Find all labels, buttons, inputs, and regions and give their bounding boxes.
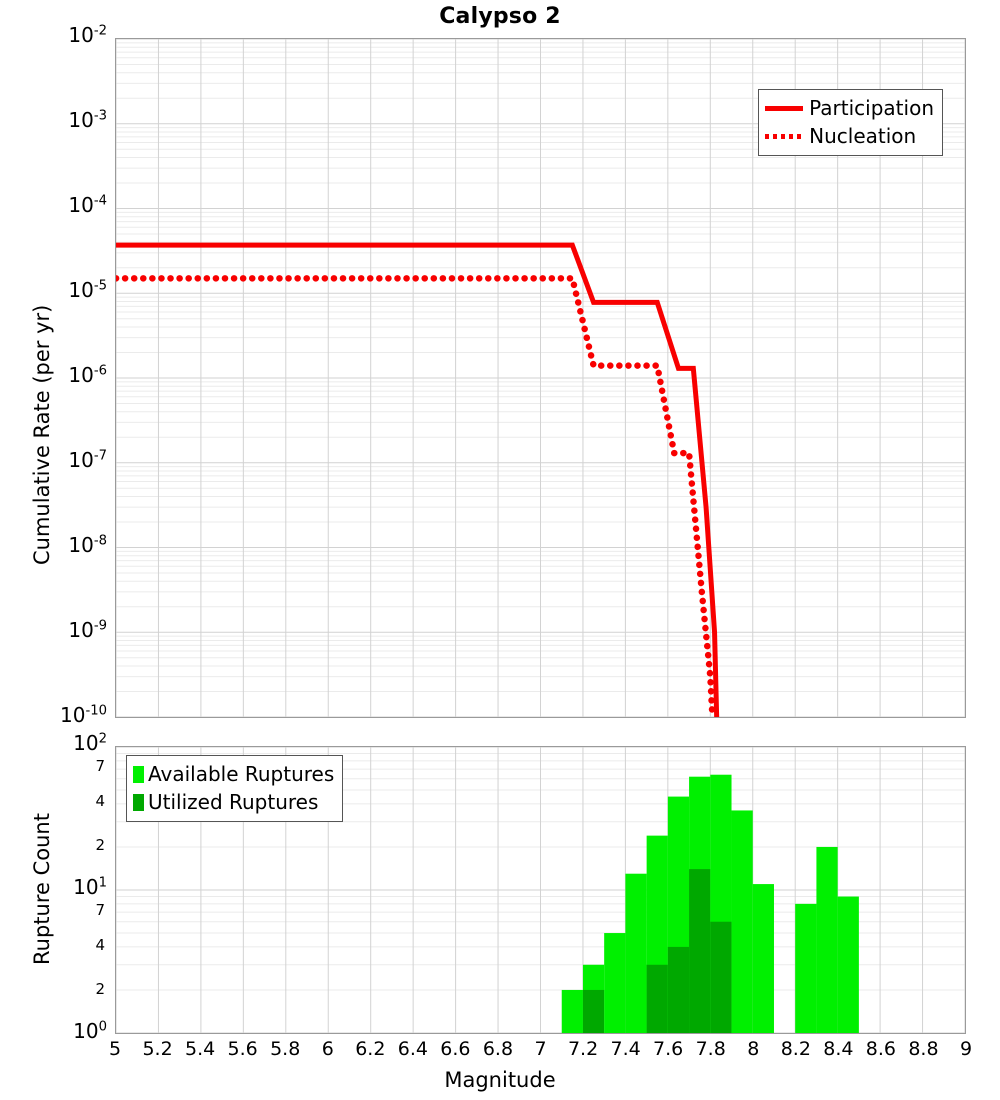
x-tick-label: 5.2 <box>142 1038 173 1060</box>
x-tick-label: 7.4 <box>610 1038 641 1060</box>
y-tick-label: 101 <box>73 875 107 899</box>
bar-available <box>795 903 817 1033</box>
y-tick-label: 10-4 <box>68 193 107 217</box>
x-tick-label: 6.8 <box>482 1038 514 1060</box>
legend-label-nucleation: Nucleation <box>809 124 917 148</box>
cumulative-rate-plot[interactable]: Participation Nucleation <box>115 38 966 718</box>
y-tick-label: 10-10 <box>60 703 107 727</box>
dotted-line-icon <box>765 133 804 139</box>
bar-available <box>752 884 774 1033</box>
legend-item-nucleation[interactable]: Nucleation <box>765 122 934 150</box>
bar-available <box>731 810 753 1033</box>
bottom-plot-bars <box>561 774 859 1033</box>
bar-utilized <box>646 964 668 1033</box>
y-tick-label: 10-2 <box>68 23 107 47</box>
y-tick-label: 10-8 <box>68 533 107 557</box>
x-tick-label: 6 <box>321 1038 334 1060</box>
legend-label-participation: Participation <box>809 96 934 120</box>
figure-title: Calypso 2 <box>439 4 561 29</box>
y-minor-tick-label: 7 <box>95 901 105 920</box>
legend-label-utilized-ruptures: Utilized Ruptures <box>148 790 319 814</box>
bar-available <box>604 933 626 1033</box>
solid-line-icon <box>765 105 804 111</box>
top-plot-legend[interactable]: Participation Nucleation <box>758 89 943 156</box>
legend-item-available-ruptures[interactable]: Available Ruptures <box>133 760 334 788</box>
y-tick-label: 100 <box>73 1019 107 1043</box>
x-tick-label: 8.2 <box>780 1038 811 1060</box>
x-tick-label: 8.4 <box>823 1038 854 1060</box>
y-tick-label: 10-9 <box>68 618 107 642</box>
y-minor-tick-label: 2 <box>95 835 105 854</box>
bar-utilized <box>582 989 605 1033</box>
y-tick-label: 10-5 <box>68 278 107 302</box>
legend-item-utilized-ruptures[interactable]: Utilized Ruptures <box>133 788 334 816</box>
x-tick-label: 7.6 <box>653 1038 684 1060</box>
x-tick-label: 5.8 <box>270 1038 301 1060</box>
x-tick-label: 5.6 <box>227 1038 258 1060</box>
bar-available <box>837 896 859 1033</box>
legend-label-available-ruptures: Available Ruptures <box>148 762 335 786</box>
y-tick-label: 102 <box>73 731 107 755</box>
x-tick-label: 8.8 <box>908 1038 939 1060</box>
bar-utilized <box>689 869 711 1033</box>
x-tick-label: 7.2 <box>567 1038 599 1060</box>
series-line-participation <box>116 242 720 717</box>
x-tick-label: 6.2 <box>355 1038 386 1060</box>
x-tick-label: 5.4 <box>184 1038 216 1060</box>
x-tick-label: 7.8 <box>695 1038 726 1060</box>
available-ruptures-swatch-icon <box>133 765 144 783</box>
x-tick-label: 7 <box>534 1038 547 1060</box>
x-tick-label: 6.6 <box>440 1038 471 1060</box>
bar-available <box>816 846 838 1033</box>
bar-utilized <box>710 921 732 1033</box>
bar-available <box>625 873 647 1033</box>
x-axis-label: Magnitude <box>444 1068 556 1092</box>
y-minor-tick-label: 7 <box>95 757 105 776</box>
x-tick-label: 8 <box>747 1038 760 1060</box>
bar-available <box>561 989 583 1033</box>
x-tick-label: 6.4 <box>397 1038 428 1060</box>
rupture-count-plot[interactable]: Available Ruptures Utilized Ruptures <box>115 746 966 1034</box>
top-plot-y-axis-label: Cumulative Rate (per yr) <box>30 304 54 565</box>
y-tick-label: 10-3 <box>68 108 107 132</box>
bar-utilized <box>667 946 690 1033</box>
y-tick-label: 10-7 <box>68 448 107 472</box>
legend-item-participation[interactable]: Participation <box>765 94 934 122</box>
top-plot-series <box>116 242 720 717</box>
y-minor-tick-label: 2 <box>95 979 105 998</box>
x-tick-label: 8.6 <box>865 1038 896 1060</box>
y-minor-tick-label: 4 <box>95 936 105 955</box>
series-line-nucleation <box>116 275 716 717</box>
x-tick-label: 9 <box>959 1038 973 1060</box>
y-tick-label: 10-6 <box>68 363 107 387</box>
bottom-plot-legend[interactable]: Available Ruptures Utilized Ruptures <box>126 755 344 822</box>
x-tick-label: 5 <box>108 1038 122 1060</box>
y-minor-tick-label: 4 <box>95 792 105 811</box>
top-plot-gridlines <box>116 39 965 717</box>
utilized-ruptures-swatch-icon <box>133 793 144 811</box>
